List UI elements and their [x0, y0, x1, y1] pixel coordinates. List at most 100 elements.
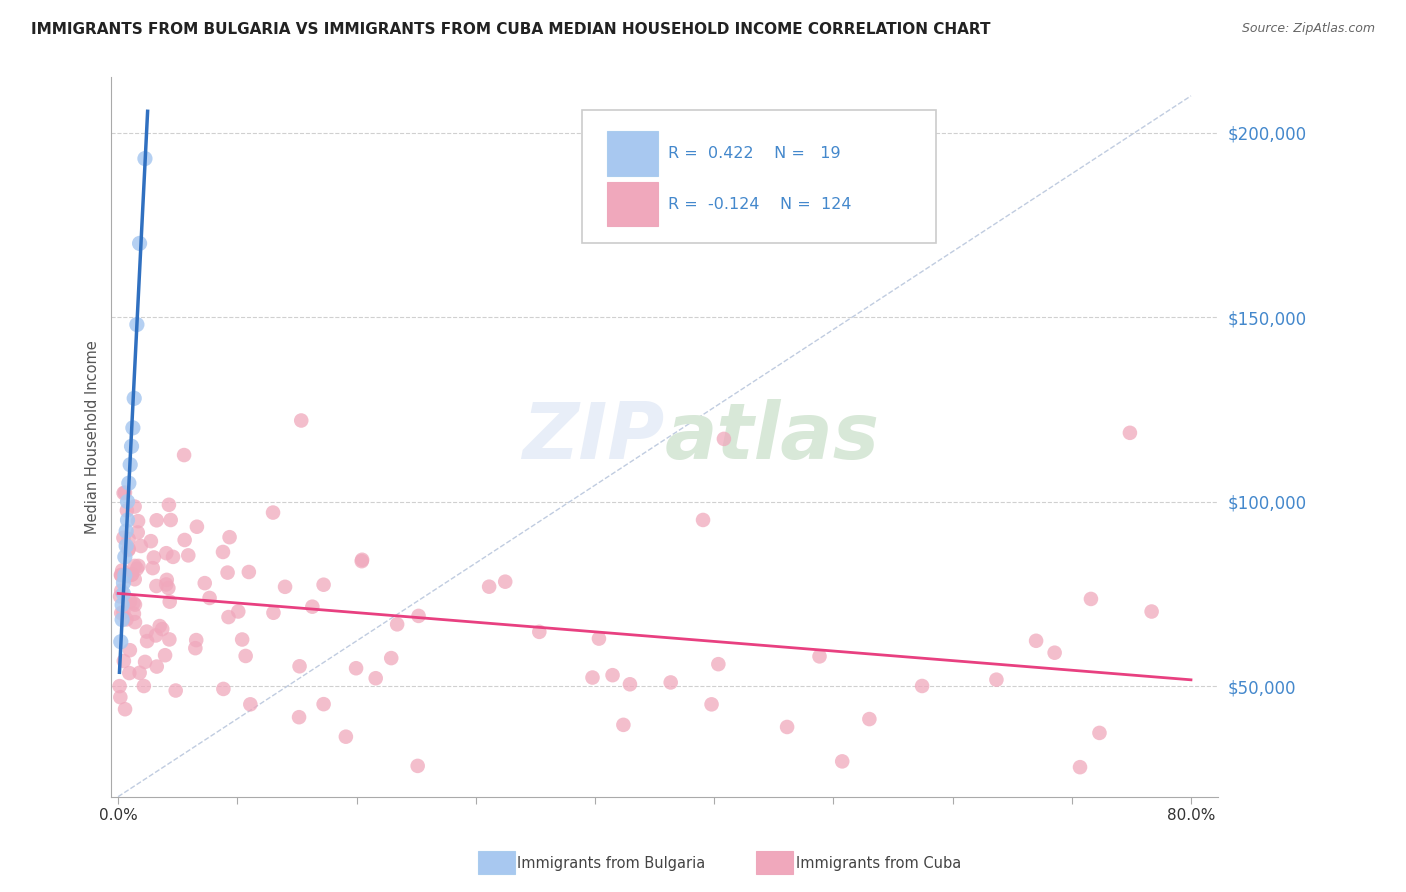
Point — [115, 539, 138, 553]
Point — [122, 421, 145, 435]
Point — [145, 513, 167, 527]
Point — [124, 500, 146, 514]
Point — [112, 531, 135, 545]
Point — [108, 590, 131, 604]
Point — [212, 545, 235, 559]
Point — [111, 598, 134, 612]
Point — [112, 486, 135, 500]
Point — [231, 632, 253, 647]
Point — [122, 596, 145, 610]
Point — [134, 152, 156, 166]
Point — [911, 679, 934, 693]
Point — [312, 697, 335, 711]
Text: R =  -0.124    N =  124: R = -0.124 N = 124 — [668, 196, 852, 211]
Point — [118, 666, 141, 681]
Point — [288, 710, 311, 724]
Text: IMMIGRANTS FROM BULGARIA VS IMMIGRANTS FROM CUBA MEDIAN HOUSEHOLD INCOME CORRELA: IMMIGRANTS FROM BULGARIA VS IMMIGRANTS F… — [31, 22, 990, 37]
Point — [142, 550, 165, 565]
Point — [581, 671, 603, 685]
Point — [153, 648, 176, 663]
Point — [352, 553, 374, 567]
Point — [110, 583, 132, 598]
Text: Immigrants from Cuba: Immigrants from Cuba — [796, 856, 962, 871]
Point — [114, 568, 136, 582]
Point — [112, 587, 135, 601]
Point — [1043, 646, 1066, 660]
Point — [776, 720, 799, 734]
Point — [124, 558, 146, 573]
Point — [112, 654, 135, 668]
Point — [136, 634, 159, 648]
Point — [121, 567, 143, 582]
Point — [118, 541, 141, 556]
Point — [713, 432, 735, 446]
Point — [173, 533, 195, 547]
Point — [128, 665, 150, 680]
Point — [118, 643, 141, 657]
Point — [145, 579, 167, 593]
Y-axis label: Median Household Income: Median Household Income — [86, 340, 100, 534]
Point — [262, 506, 284, 520]
Point — [110, 568, 132, 582]
Point — [124, 572, 146, 586]
Point — [612, 718, 634, 732]
Point — [262, 606, 284, 620]
Point — [125, 318, 148, 332]
Point — [494, 574, 516, 589]
Point — [149, 619, 172, 633]
Point — [110, 634, 132, 648]
Point — [159, 595, 181, 609]
Point — [120, 458, 142, 472]
Point — [114, 485, 136, 500]
Text: Immigrants from Bulgaria: Immigrants from Bulgaria — [517, 856, 706, 871]
Point — [110, 606, 132, 620]
Point — [1088, 726, 1111, 740]
Text: atlas: atlas — [665, 399, 880, 475]
Text: Source: ZipAtlas.com: Source: ZipAtlas.com — [1241, 22, 1375, 36]
Point — [155, 546, 177, 560]
Point — [117, 532, 139, 546]
Point — [602, 668, 624, 682]
Point — [218, 530, 240, 544]
Point — [226, 605, 249, 619]
Point — [110, 568, 132, 582]
Point — [350, 554, 373, 568]
Point — [117, 543, 139, 558]
Point — [808, 649, 831, 664]
Point — [117, 494, 139, 508]
Point — [408, 608, 430, 623]
Point — [145, 659, 167, 673]
Point — [115, 612, 138, 626]
Point — [1119, 425, 1142, 440]
Point — [212, 681, 235, 696]
Point — [114, 549, 136, 564]
Point — [157, 632, 180, 647]
Point — [125, 562, 148, 576]
Point — [117, 513, 139, 527]
Point — [986, 673, 1008, 687]
Point — [118, 476, 141, 491]
Point — [142, 561, 165, 575]
Point — [529, 624, 551, 639]
Point — [380, 651, 402, 665]
Point — [659, 675, 682, 690]
Point — [619, 677, 641, 691]
Point — [162, 549, 184, 564]
Point — [159, 513, 181, 527]
Point — [139, 534, 162, 549]
Point — [831, 755, 853, 769]
Point — [110, 690, 132, 705]
Point — [108, 679, 131, 693]
Point — [478, 580, 501, 594]
Point — [301, 599, 323, 614]
Point — [115, 503, 138, 517]
Point — [112, 605, 135, 619]
Point — [156, 573, 179, 587]
Point — [128, 236, 150, 251]
Point — [122, 607, 145, 621]
Point — [364, 671, 387, 685]
Point — [1080, 591, 1102, 606]
Point — [290, 413, 312, 427]
Point — [129, 539, 152, 553]
Point — [135, 624, 157, 639]
